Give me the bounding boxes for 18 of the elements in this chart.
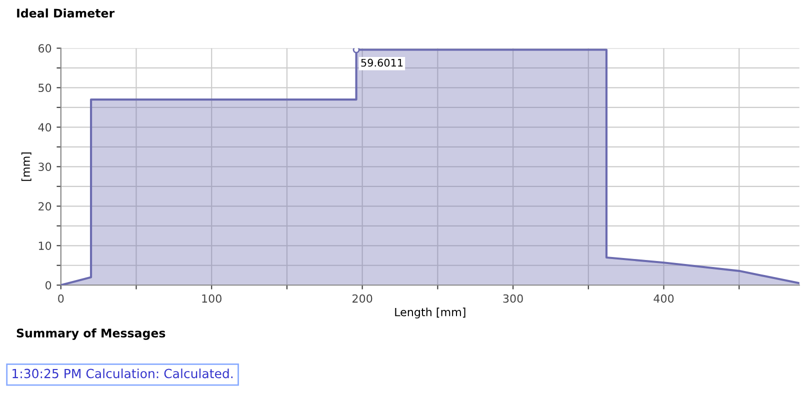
annotation: 59.6011	[361, 58, 403, 67]
x-tick-label: 100	[202, 294, 222, 303]
text: Summary of Messages	[16, 328, 166, 340]
x-tick-label: 400	[654, 294, 674, 303]
text: 1:30:25 PM Calculation: Calculated.	[12, 368, 233, 378]
x-tick-label: 0	[58, 294, 64, 303]
y-tick-label: 40	[38, 123, 52, 132]
x-axis-title: Length [mm]	[395, 308, 466, 318]
y-tick-label: 60	[38, 44, 52, 53]
x-tick-label: 300	[503, 294, 523, 303]
x-tick-label: 200	[352, 294, 372, 303]
chart-title: Ideal Diameter	[17, 8, 115, 18]
y-tick-label: 0	[46, 281, 52, 290]
y-axis-title: [mm]	[21, 152, 32, 181]
y-tick-label: 50	[38, 84, 52, 92]
y-tick-label: 10	[38, 242, 52, 250]
y-tick-label: 20	[38, 202, 52, 211]
y-tick-label: 30	[38, 162, 52, 172]
